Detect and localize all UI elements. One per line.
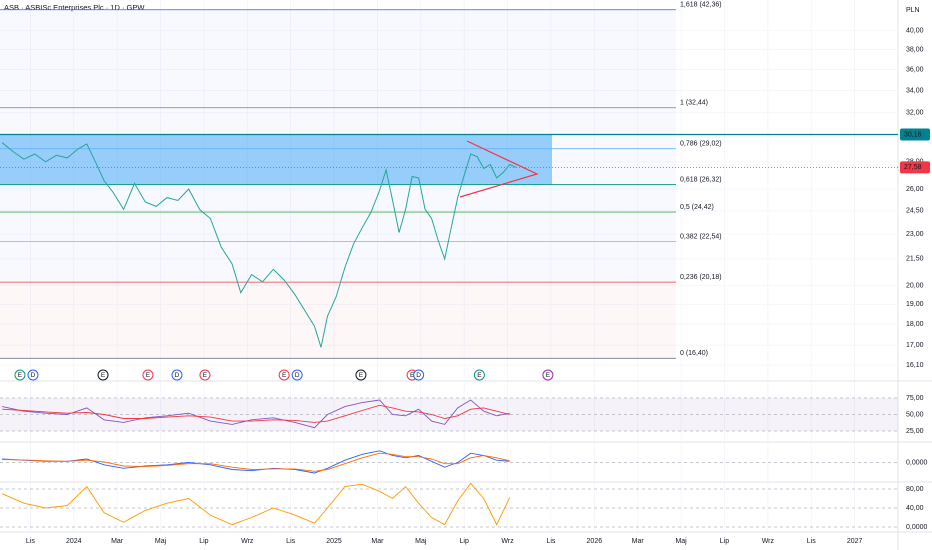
x-tick-label: Lip: [460, 538, 469, 545]
event-label: E: [359, 372, 364, 379]
chart-title: ASB · ASBISc Enterprises Plc · 1D · GPW: [4, 3, 145, 12]
event-marker: [97, 369, 109, 381]
y-tick-label: 18,00: [906, 321, 924, 328]
event-marker: [142, 369, 154, 381]
event-label: D: [175, 372, 180, 379]
currency: PLN: [906, 7, 920, 14]
event-label: E: [282, 372, 287, 379]
x-tick-label: Wrz: [762, 538, 775, 545]
x-tick-label: Maj: [415, 538, 427, 545]
last-price-label: 27,58: [904, 164, 922, 171]
x-tick-label: 2024: [66, 538, 82, 545]
fib-zone-upper: [0, 9, 676, 283]
series-line: [2, 452, 510, 472]
fib-zone-lower: [0, 282, 676, 359]
x-tick-label: Mar: [632, 538, 645, 545]
resistance-tag: [900, 128, 930, 141]
x-tick-label: Maj: [155, 538, 167, 545]
event-marker: [473, 369, 485, 381]
y-tick-label: 23,00: [906, 231, 924, 238]
fib-label: 0,236 (20,18): [680, 274, 722, 281]
y-tick-label: 0,0000: [906, 524, 928, 531]
event-marker: [199, 369, 211, 381]
event-marker: [171, 369, 183, 381]
y-tick-label: 75,00: [906, 395, 924, 402]
event-label: D: [416, 372, 421, 379]
event-label: E: [101, 372, 106, 379]
event-label: E: [546, 372, 551, 379]
range-box: [0, 134, 552, 185]
triangle-line: [459, 140, 539, 198]
triangle-drawing: [459, 140, 539, 198]
event-marker: [291, 369, 303, 381]
x-tick-label: Mar: [111, 538, 124, 545]
event-label: E: [410, 372, 415, 379]
event-marker: [14, 369, 26, 381]
series-line: [2, 450, 510, 474]
y-tick-label: 17,00: [906, 342, 924, 349]
y-tick-label: 38,00: [906, 46, 924, 53]
event-marker: [355, 369, 367, 381]
event-marker: [278, 369, 290, 381]
x-tick-label: Wrz: [241, 538, 254, 545]
y-tick-label: 20,00: [906, 282, 924, 289]
indicator-band: [0, 397, 898, 432]
x-tick-label: 2026: [587, 538, 603, 545]
fib-label: 0 (16,40): [680, 350, 708, 357]
y-tick-label: 34,00: [906, 87, 924, 94]
resistance-label: 30,16: [904, 131, 922, 138]
x-tick-label: Wrz: [501, 538, 514, 545]
x-tick-label: Lis: [807, 538, 816, 545]
y-tick-label: 80,00: [906, 486, 924, 493]
y-tick-label: 50,00: [906, 411, 924, 418]
event-label: E: [18, 372, 23, 379]
x-tick-label: Lis: [26, 538, 35, 545]
event-label: E: [146, 372, 151, 379]
event-label: E: [203, 372, 208, 379]
series-line: [1, 142, 517, 348]
event-label: D: [31, 372, 36, 379]
y-tick-label: 0,0000: [906, 459, 928, 466]
x-tick-label: Maj: [675, 538, 687, 545]
event-marker: [27, 369, 39, 381]
y-tick-label: 40,00: [906, 505, 924, 512]
fib-label: 1 (32,44): [680, 100, 708, 107]
y-tick-label: 26,00: [906, 186, 924, 193]
series-line: [2, 399, 510, 429]
y-tick-label: 32,00: [906, 110, 924, 117]
y-tick-label: 19,00: [906, 301, 924, 308]
event-label: E: [477, 372, 482, 379]
x-tick-label: Lis: [286, 538, 295, 545]
x-tick-label: Lis: [546, 538, 555, 545]
x-tick-label: Lip: [199, 538, 208, 545]
event-marker: [542, 369, 554, 381]
y-tick-label: 40,00: [906, 28, 924, 35]
y-tick-label: 36,00: [906, 66, 924, 73]
y-tick-label: 24,50: [906, 208, 924, 215]
x-tick-label: Mar: [371, 538, 384, 545]
fib-label: 0,618 (26,32): [680, 176, 722, 183]
x-tick-label: Lip: [720, 538, 729, 545]
fib-label: 0,5 (24,42): [680, 204, 714, 211]
last-price-tag: [900, 161, 930, 174]
event-marker: [413, 369, 425, 381]
y-tick-label: 25,00: [906, 428, 924, 435]
y-tick-label: 16,10: [906, 362, 924, 369]
y-tick-label: 21,50: [906, 256, 924, 263]
fib-label: 0,382 (22,54): [680, 233, 722, 240]
x-tick-label: 2025: [326, 538, 342, 545]
fib-label: 0,786 (29,02): [680, 141, 722, 148]
event-label: D: [295, 372, 300, 379]
x-tick-label: 2027: [847, 538, 863, 545]
fib-label: 1,618 (42,36): [680, 2, 722, 9]
series-line: [2, 404, 510, 423]
series-line: [2, 482, 511, 526]
